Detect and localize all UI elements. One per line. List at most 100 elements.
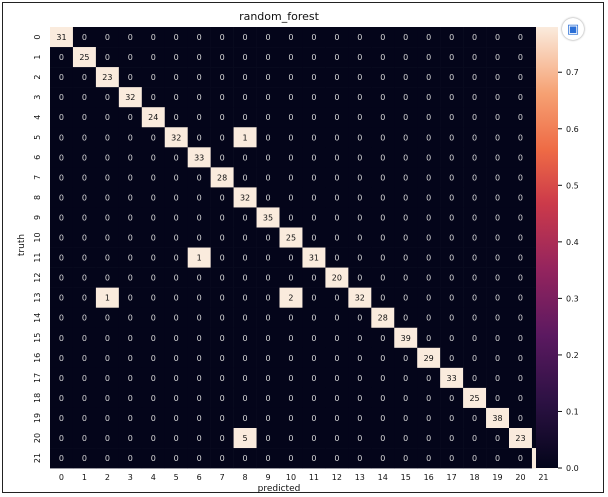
cell-value-label: 0 — [426, 394, 431, 403]
cell-value-label: 0 — [151, 53, 156, 62]
cell-value-label: 0 — [472, 133, 477, 142]
heatmap-cell — [486, 207, 510, 228]
heatmap-cell — [256, 207, 280, 228]
cell-value-label: 0 — [174, 254, 179, 263]
y-tick-label: 13 — [33, 293, 42, 303]
cell-value-label: 0 — [518, 193, 523, 202]
heatmap-cell — [440, 287, 464, 308]
cell-value-label: 0 — [380, 234, 385, 243]
cell-value-label: 0 — [265, 354, 270, 363]
cell-value-label: 0 — [449, 274, 454, 283]
cell-value-label: 0 — [59, 434, 64, 443]
heatmap-cell — [417, 267, 441, 288]
cell-value-label: 0 — [288, 354, 293, 363]
cell-value-label: 0 — [472, 374, 477, 383]
heatmap-cell — [279, 227, 303, 248]
cell-value-label: 0 — [380, 274, 385, 283]
heatmap-cell — [141, 347, 166, 369]
cell-value-label: 0 — [357, 454, 362, 463]
heatmap-cell — [394, 27, 418, 48]
cell-value-label: 20 — [332, 274, 342, 283]
cell-value-label: 0 — [174, 414, 179, 423]
cell-value-label: 0 — [518, 394, 523, 403]
heatmap-cell — [463, 187, 487, 208]
cell-value-label: 0 — [334, 314, 339, 323]
heatmap-cell — [164, 87, 188, 108]
heatmap-cell — [440, 67, 464, 88]
heatmap-cell — [118, 367, 143, 389]
heatmap-cell — [440, 367, 464, 389]
cell-value-label: 0 — [403, 33, 408, 42]
cell-value-label: 0 — [174, 374, 179, 383]
cell-value-label: 0 — [105, 354, 110, 363]
colorbar-tick-label: 0.3 — [566, 294, 579, 303]
cell-value-label: 0 — [518, 314, 523, 323]
heatmap-cell — [486, 287, 510, 308]
cell-value-label: 0 — [59, 234, 64, 243]
cell-value-label: 0 — [449, 414, 454, 423]
cell-value-label: 0 — [472, 434, 477, 443]
heatmap-cell — [348, 27, 372, 48]
heatmap-cell — [50, 167, 74, 188]
heatmap-cell — [440, 47, 464, 68]
cell-value-label: 0 — [105, 254, 110, 263]
heatmap-cell — [72, 127, 97, 148]
cell-value-label: 0 — [518, 153, 523, 162]
heatmap-cell — [417, 407, 441, 429]
heatmap-cell — [371, 267, 395, 288]
cell-value-label: 0 — [380, 113, 385, 122]
cell-value-label: 0 — [426, 254, 431, 263]
heatmap-cell — [118, 147, 143, 168]
cell-value-label: 0 — [380, 254, 385, 263]
cell-value-label: 0 — [472, 113, 477, 122]
cell-value-label: 0 — [449, 294, 454, 303]
cell-value-label: 0 — [472, 53, 477, 62]
cell-value-label: 0 — [82, 314, 87, 323]
heatmap-cell — [50, 407, 74, 429]
heatmap-cell — [187, 207, 211, 228]
cell-value-label: 0 — [495, 53, 500, 62]
heatmap-cell — [72, 387, 97, 409]
cell-value-label: 0 — [426, 414, 431, 423]
heatmap-cell — [394, 187, 418, 208]
heatmap-cell — [164, 428, 188, 449]
heatmap-cell — [141, 287, 166, 308]
x-tick-label: 17 — [447, 473, 457, 482]
heatmap-cell — [325, 27, 349, 48]
heatmap-cell — [95, 428, 120, 449]
heatmap-cell — [302, 347, 326, 369]
heatmap-cell — [256, 367, 280, 389]
cell-value-label: 0 — [334, 33, 339, 42]
cell-value-label: 0 — [174, 454, 179, 463]
cell-value-label: 0 — [243, 234, 248, 243]
cell-value-label: 31 — [309, 254, 319, 263]
heatmap-cell — [95, 67, 120, 88]
cell-value-label: 0 — [151, 354, 156, 363]
heatmap-cell — [509, 448, 533, 469]
cell-value-label: 0 — [220, 314, 225, 323]
cell-value-label: 0 — [403, 354, 408, 363]
scan-icon[interactable]: ▣ — [562, 18, 584, 40]
heatmap-cell — [50, 47, 74, 68]
y-tick-label: 10 — [33, 232, 42, 242]
cell-value-label: 0 — [174, 73, 179, 82]
cell-value-label: 0 — [243, 73, 248, 82]
cell-value-label: 0 — [426, 113, 431, 122]
heatmap-cell — [509, 247, 533, 268]
cell-value-label: 0 — [288, 274, 293, 283]
cell-value-label: 0 — [82, 173, 87, 182]
heatmap-cell — [95, 367, 120, 389]
x-tick-label: 1 — [82, 473, 87, 482]
cell-value-label: 0 — [380, 394, 385, 403]
heatmap-cell — [164, 387, 188, 409]
x-tick-label: 13 — [355, 473, 365, 482]
cell-value-label: 0 — [311, 33, 316, 42]
cell-value-label: 0 — [334, 133, 339, 142]
cell-value-label: 0 — [380, 374, 385, 383]
cell-value-label: 0 — [288, 414, 293, 423]
cell-value-label: 0 — [243, 334, 248, 343]
cell-value-label: 0 — [334, 173, 339, 182]
heatmap-cell — [279, 287, 303, 308]
cell-value-label: 0 — [403, 173, 408, 182]
heatmap-cell — [72, 448, 97, 469]
